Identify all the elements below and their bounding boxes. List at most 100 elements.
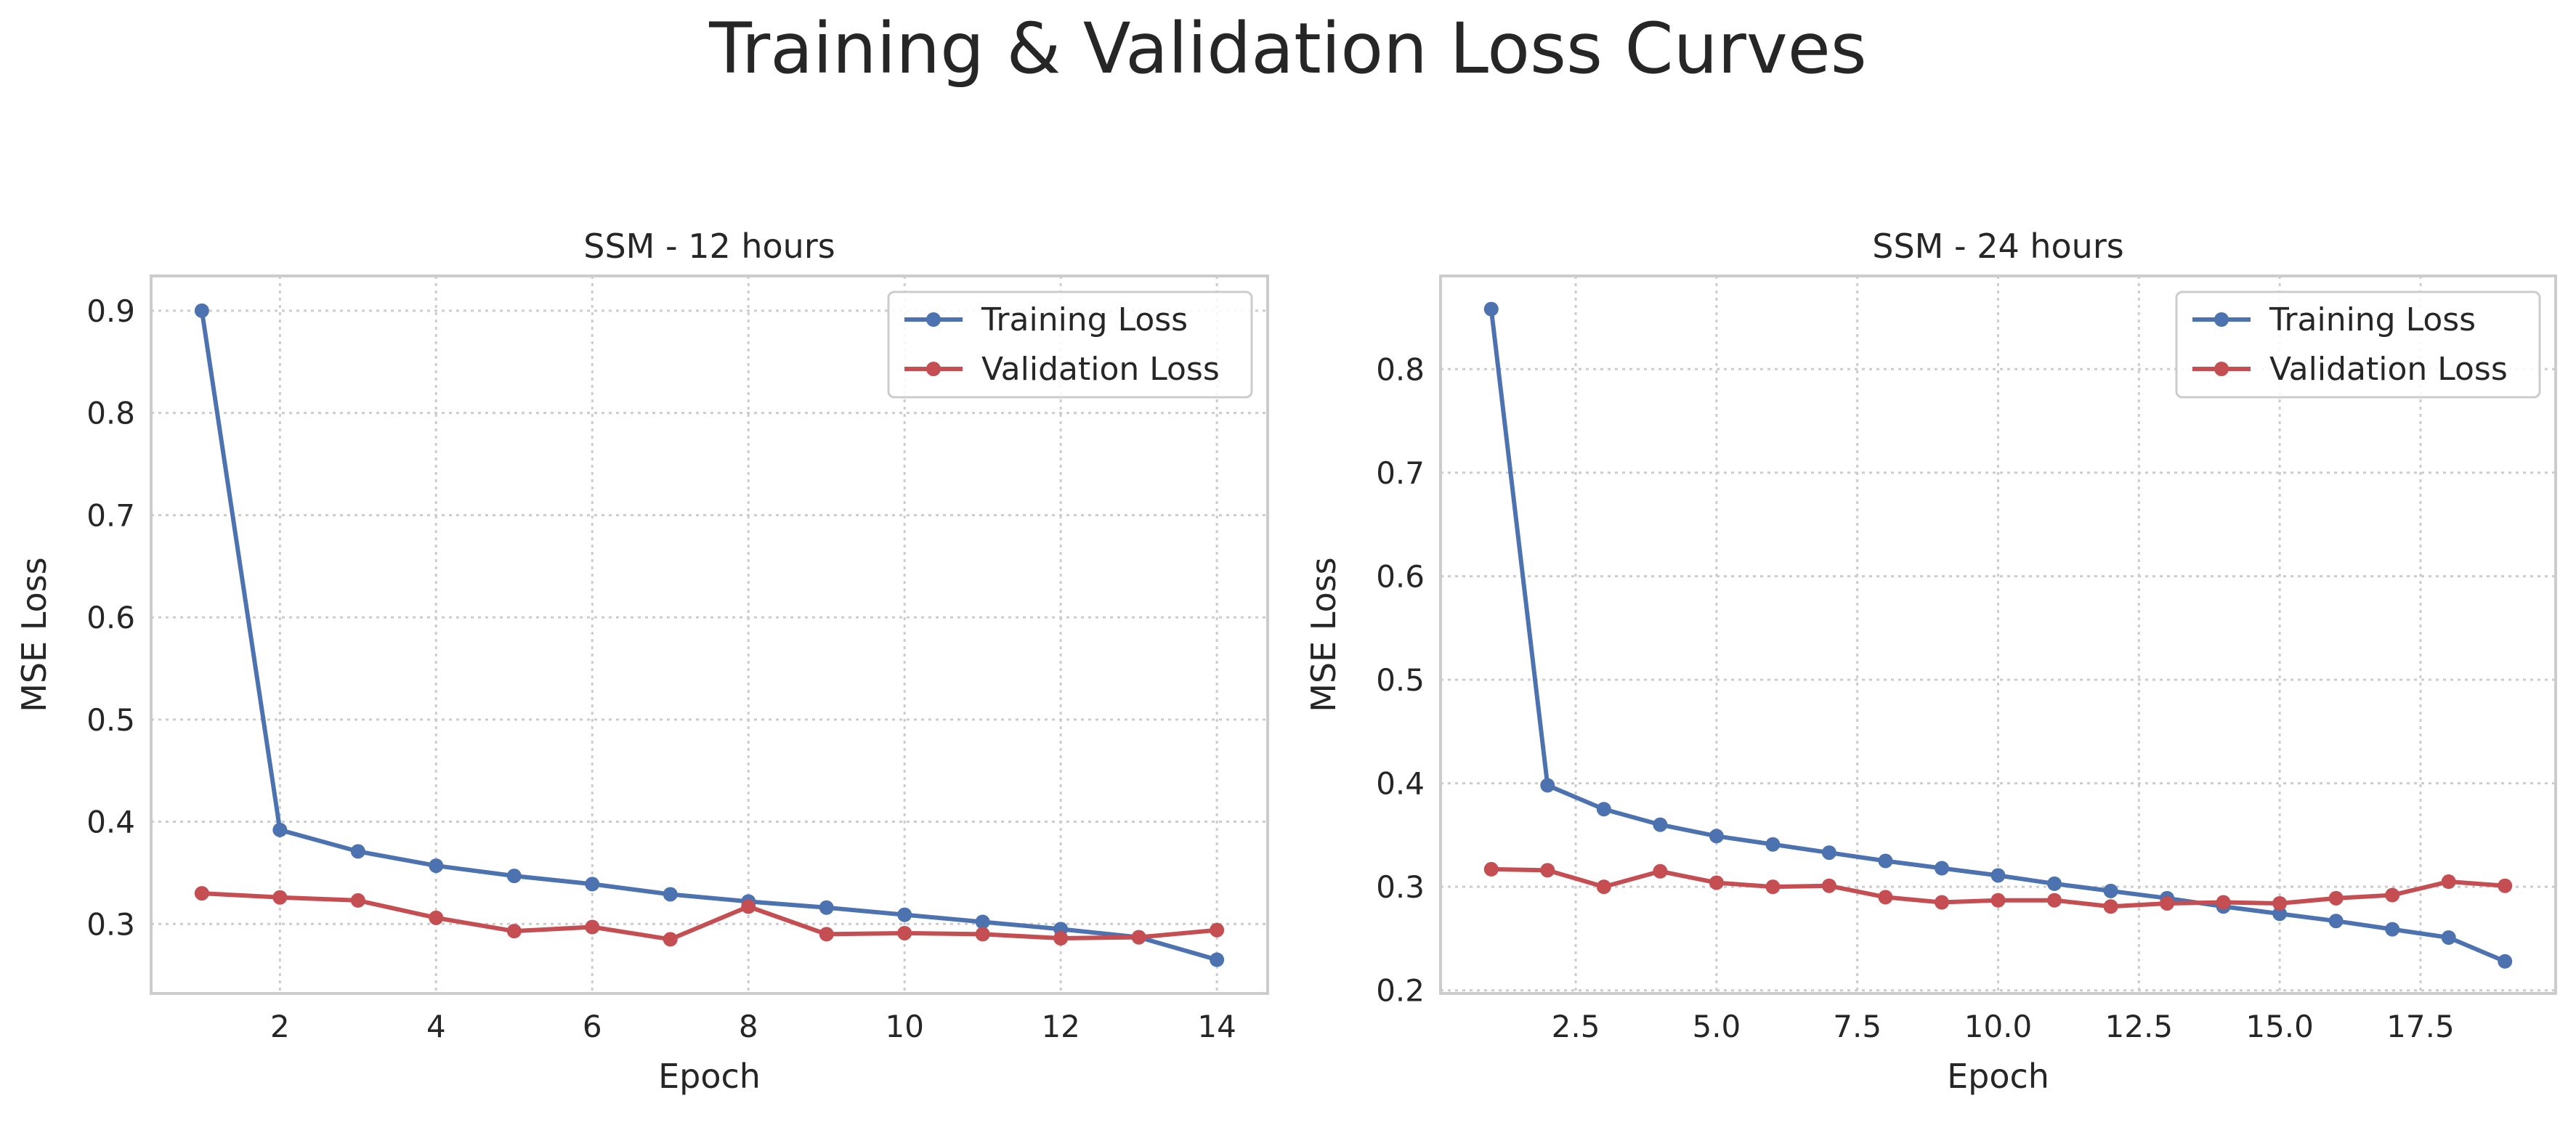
data-point (1878, 890, 1893, 905)
x-tick-label: 8 (739, 1009, 758, 1044)
data-point (1131, 930, 1146, 945)
x-tick-label: 2.5 (1552, 1009, 1600, 1044)
grid (151, 276, 1268, 993)
x-tick-label: 12.5 (2105, 1009, 2174, 1044)
y-tick-label: 0.7 (1376, 455, 1425, 491)
data-point (506, 924, 522, 939)
data-point (819, 900, 834, 915)
legend-label: Training Loss (2269, 301, 2476, 338)
y-tick-label: 0.6 (86, 600, 135, 635)
y-tick-label: 0.7 (86, 497, 135, 533)
data-point (429, 910, 444, 925)
data-point (2385, 922, 2400, 937)
y-axis-label: MSE Loss (15, 557, 54, 712)
data-point (2498, 954, 2513, 969)
panel-title: SSM - 24 hours (1872, 227, 2123, 266)
series-validation-loss (194, 886, 1225, 947)
data-point (429, 858, 444, 874)
x-tick-label: 6 (583, 1009, 602, 1044)
data-point (1210, 952, 1225, 967)
data-point (975, 914, 990, 930)
data-point (2328, 914, 2344, 929)
data-point (1709, 875, 1724, 890)
grid (1441, 276, 2556, 993)
x-axis-label: Epoch (658, 1057, 761, 1096)
y-tick-label: 0.3 (1376, 869, 1425, 905)
data-point (585, 877, 600, 892)
data-point (1990, 868, 2006, 883)
data-point (1878, 853, 1893, 869)
panel-title: SSM - 12 hours (583, 227, 835, 266)
series-training-loss (194, 303, 1225, 967)
data-point (1483, 861, 1499, 877)
legend-box (887, 290, 1253, 399)
data-point (1653, 863, 1668, 879)
data-point (2103, 883, 2118, 898)
y-tick-label: 0.2 (1376, 973, 1425, 1009)
data-point (350, 893, 365, 908)
data-point (2441, 874, 2456, 890)
data-point (2441, 930, 2456, 946)
data-point (1210, 922, 1225, 938)
x-tick-label: 2 (270, 1009, 290, 1044)
y-tick-label: 0.4 (1376, 766, 1425, 802)
data-point (1990, 893, 2006, 908)
data-point (2498, 878, 2513, 893)
data-point (1483, 301, 1499, 317)
data-point (2272, 906, 2288, 922)
y-tick-label: 0.8 (86, 396, 135, 431)
x-tick-label: 7.5 (1833, 1009, 1882, 1044)
series-validation-loss (1483, 861, 2513, 914)
data-point (194, 886, 209, 901)
x-tick-label: 14 (1197, 1009, 1236, 1044)
legend: Training Loss Validation Loss (2175, 290, 2541, 399)
data-point (2160, 895, 2175, 911)
data-point (1053, 931, 1069, 946)
data-point (741, 899, 756, 914)
x-tick-label: 10.0 (1964, 1009, 2033, 1044)
data-point (1821, 845, 1836, 861)
x-tick-label: 5.0 (1692, 1009, 1741, 1044)
data-point (663, 932, 678, 947)
legend-marker (926, 312, 941, 327)
data-point (2216, 895, 2231, 910)
data-point (2272, 895, 2288, 911)
y-tick-label: 0.5 (86, 702, 135, 738)
panel-ssm-24h: 2.5 5.0 7.5 10.0 12.5 15.0 17.5 0.2 0.3 0.4 0.5 0.6… (1304, 227, 2557, 1096)
data-point (1934, 861, 1949, 876)
data-point (506, 869, 522, 884)
plot-frame (150, 275, 1269, 995)
data-point (585, 919, 600, 935)
figure-title: Training & Validation Loss Curves (708, 8, 1867, 89)
data-point (2328, 890, 2344, 906)
legend-label: Validation Loss (981, 351, 1220, 388)
data-point (1765, 837, 1781, 852)
legend-box (2175, 290, 2541, 399)
y-tick-label: 0.5 (1376, 662, 1425, 698)
y-tick-label: 0.8 (1376, 351, 1425, 387)
series-line (199, 308, 1220, 962)
data-point (272, 890, 288, 905)
data-point (663, 887, 678, 902)
data-point (1596, 879, 1611, 895)
x-tick-label: 10 (885, 1009, 923, 1044)
data-point (350, 844, 365, 859)
data-point (2047, 876, 2062, 891)
x-axis-label: Epoch (1947, 1057, 2049, 1096)
plot-frame (1439, 275, 2557, 995)
data-point (897, 925, 912, 940)
data-point (897, 907, 912, 922)
x-tick-label: 15.0 (2245, 1009, 2314, 1044)
data-point (819, 927, 834, 942)
panel-ssm-12h: 2 4 6 8 10 12 14 0.3 0.4 0.5 0.6 0.7 0.8 0.9 SSM - 12 … (15, 227, 1269, 1096)
data-point (272, 822, 288, 837)
data-point (1934, 895, 1949, 910)
data-point (1540, 778, 1555, 793)
data-point (1653, 817, 1668, 832)
data-point (1765, 879, 1781, 895)
data-point (2047, 893, 2062, 908)
data-point (2103, 899, 2118, 914)
data-point (1540, 863, 1555, 878)
data-point (1596, 802, 1611, 817)
